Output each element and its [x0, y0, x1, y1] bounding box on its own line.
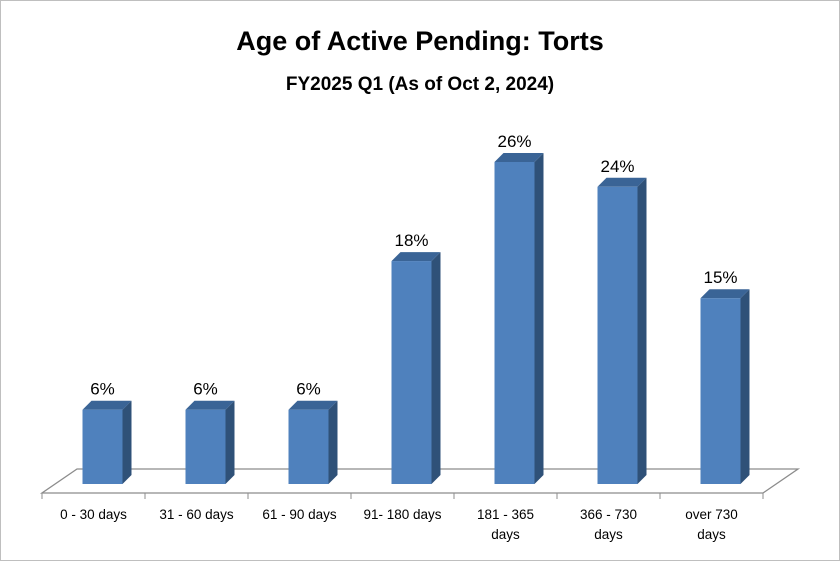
bar-1 [82, 400, 132, 484]
value-label-6: 24% [600, 157, 634, 176]
bar-2 [185, 400, 235, 484]
category-label-3: 61 - 90 days [262, 507, 337, 522]
bar-top-face [185, 400, 235, 410]
category-label-1: 0 - 30 days [60, 507, 127, 522]
bar-side-face [328, 400, 338, 484]
bar-top-face [82, 400, 132, 410]
bar-7 [700, 289, 750, 484]
value-label-2: 6% [193, 380, 218, 399]
value-label-1: 6% [90, 380, 115, 399]
bar-side-face [431, 252, 441, 484]
bar-front-face [185, 409, 226, 484]
bar-front-face [494, 162, 535, 484]
bar-front-face [288, 409, 329, 484]
bar-side-face [122, 400, 132, 484]
bar-side-face [534, 153, 544, 484]
bar-series [82, 153, 750, 484]
value-label-3: 6% [296, 380, 321, 399]
category-label-5: 181 - 365 days [477, 507, 534, 542]
bar-top-face [391, 252, 441, 262]
value-label-4: 18% [394, 231, 428, 250]
value-label-7: 15% [703, 268, 737, 287]
bar-top-face [597, 177, 647, 187]
bar-side-face [225, 400, 235, 484]
value-labels: 6% 6% 6% 18% 26% 24% 15% [90, 132, 737, 399]
category-label-6: 366 - 730 days [580, 507, 637, 542]
category-label-4: 91- 180 days [363, 507, 441, 522]
bar-front-face [391, 261, 432, 484]
bar-side-face [637, 177, 647, 484]
bar-side-face [740, 289, 750, 484]
chart-subtitle: FY2025 Q1 (As of Oct 2, 2024) [286, 74, 554, 95]
bar-5 [494, 153, 544, 484]
bar-6 [597, 177, 647, 484]
bar-4 [391, 252, 441, 484]
bar-front-face [597, 186, 638, 484]
bar-top-face [494, 153, 544, 162]
bar-front-face [700, 298, 741, 484]
category-label-2: 31 - 60 days [159, 507, 234, 522]
category-axis: 0 - 30 days 31 - 60 days 61 - 90 days 91- 1… [60, 507, 738, 542]
chart-title: Age of Active Pending: Torts [236, 26, 604, 56]
bar-3 [288, 400, 338, 484]
bar-top-face [288, 400, 338, 410]
bar-front-face [82, 409, 123, 484]
value-label-5: 26% [497, 132, 531, 151]
category-label-7: over 730 days [685, 507, 738, 542]
bar-top-face [700, 289, 750, 299]
